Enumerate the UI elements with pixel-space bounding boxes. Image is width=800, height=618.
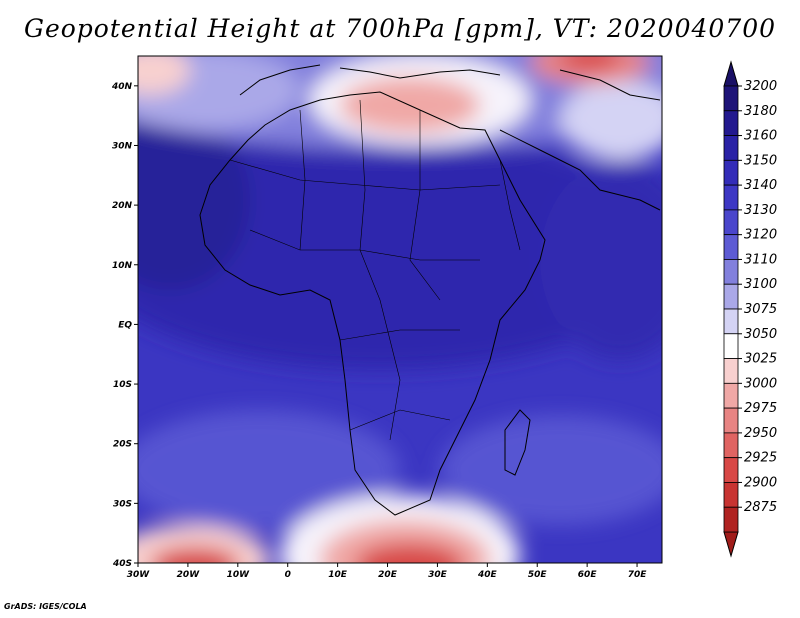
colorbar-label: 3100 bbox=[744, 277, 777, 292]
colorbar-swatch bbox=[723, 135, 739, 161]
colorbar-swatch bbox=[723, 358, 739, 384]
colorbar-label: 3120 bbox=[744, 228, 777, 243]
colorbar: 3200 3180 3160 3150 3140 3130 3120 3110 3100 3075… bbox=[723, 60, 777, 558]
lat-tick-label: 40S bbox=[112, 559, 132, 569]
lon-tick-label: 20E bbox=[378, 570, 398, 580]
colorbar-label: 3160 bbox=[744, 129, 777, 144]
lat-tick-label: 40N bbox=[111, 82, 133, 92]
colorbar-bottom-arrow bbox=[723, 531, 739, 558]
colorbar-label: 3140 bbox=[744, 178, 777, 193]
lon-tick-label: 30E bbox=[428, 570, 448, 580]
colorbar-label: 2950 bbox=[744, 426, 777, 441]
colorbar-swatch bbox=[723, 184, 739, 211]
colorbar-label: 3200 bbox=[744, 79, 777, 94]
colorbar-label: 2925 bbox=[744, 451, 777, 466]
colorbar-label: 3000 bbox=[744, 376, 777, 391]
colorbar-label: 3150 bbox=[744, 153, 777, 168]
lon-tick-label: 20W bbox=[177, 570, 201, 580]
lon-tick-label: 70E bbox=[628, 570, 648, 580]
lat-tick-label: EQ bbox=[118, 320, 132, 330]
lon-tick-label: 30W bbox=[127, 570, 151, 580]
colorbar-label: 3110 bbox=[744, 252, 777, 267]
lat-tick-label: 30S bbox=[113, 499, 132, 509]
map-title: Geopotential Height at 700hPa [gpm], VT:… bbox=[23, 14, 777, 43]
colorbar-swatch bbox=[723, 308, 739, 335]
longitude-axis: 30W 20W 10W 0 10E 20E 30E 40E 50E 60E 70E bbox=[127, 563, 647, 580]
colorbar-label: 2975 bbox=[744, 401, 777, 416]
lat-tick-label: 20S bbox=[113, 440, 132, 450]
colorbar-swatch bbox=[723, 457, 739, 483]
lat-tick-label: 10N bbox=[112, 261, 133, 271]
lon-tick-label: 0 bbox=[285, 570, 291, 580]
colorbar-swatch bbox=[723, 407, 739, 434]
lat-tick-label: 20N bbox=[112, 201, 133, 211]
colorbar-swatch bbox=[723, 382, 739, 409]
latitude-axis: 40N 30N 20N 10N EQ 10S 20S 30S 40S bbox=[111, 82, 138, 569]
colorbar-swatch bbox=[723, 506, 739, 533]
colorbar-swatch bbox=[723, 159, 739, 186]
colorbar-swatch bbox=[723, 234, 739, 260]
colorbar-swatch bbox=[723, 283, 739, 310]
colorbar-swatch bbox=[723, 482, 739, 508]
colorbar-swatch bbox=[723, 85, 739, 112]
country-borders bbox=[229, 99, 521, 441]
lon-tick-label: 60E bbox=[578, 570, 598, 580]
lon-tick-label: 10W bbox=[227, 570, 251, 580]
colorbar-label: 2900 bbox=[744, 475, 777, 490]
colorbar-label: 3025 bbox=[744, 352, 777, 367]
colorbar-swatch bbox=[723, 209, 739, 236]
lon-tick-label: 40E bbox=[477, 570, 498, 580]
geopotential-field bbox=[138, 56, 662, 563]
coastlines bbox=[199, 64, 661, 516]
colorbar-label: 3130 bbox=[744, 203, 777, 218]
lon-tick-label: 10E bbox=[328, 570, 348, 580]
colorbar-swatch bbox=[723, 259, 739, 285]
lat-tick-label: 10S bbox=[113, 380, 132, 390]
colorbar-label: 3180 bbox=[744, 104, 777, 119]
colorbar-label: 3075 bbox=[744, 302, 777, 317]
colorbar-label: 3050 bbox=[744, 327, 777, 342]
lat-tick-label: 30N bbox=[112, 141, 133, 151]
colorbar-swatch bbox=[723, 333, 739, 359]
map-frame bbox=[137, 55, 663, 564]
colorbar-swatch bbox=[723, 110, 739, 136]
colorbar-label: 2875 bbox=[744, 500, 777, 515]
grads-credit: GrADS: IGES/COLA bbox=[4, 602, 87, 611]
colorbar-swatch bbox=[723, 432, 739, 459]
lon-tick-label: 50E bbox=[528, 570, 548, 580]
colorbar-top-arrow bbox=[723, 60, 739, 87]
